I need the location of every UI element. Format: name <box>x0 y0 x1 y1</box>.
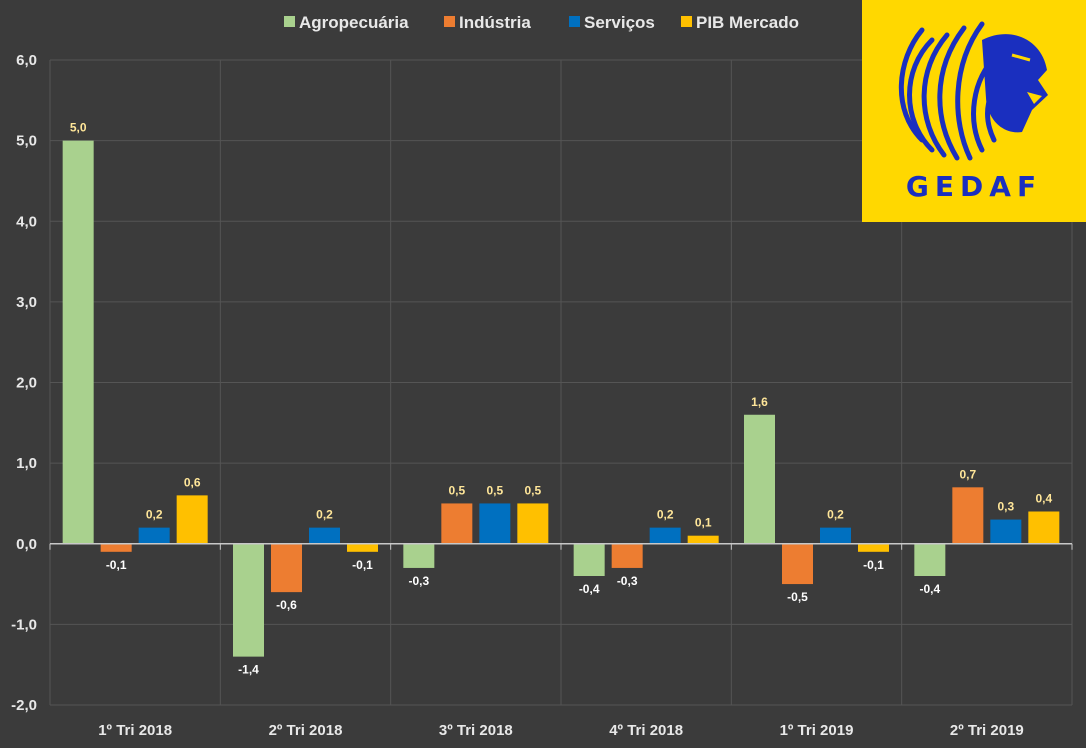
x-tick-label: 1º Tri 2019 <box>780 722 854 739</box>
x-tick-label: 3º Tri 2018 <box>439 722 513 739</box>
data-label: 0,4 <box>1035 492 1052 506</box>
x-tick-label: 4º Tri 2018 <box>609 722 683 739</box>
data-label: 0,1 <box>695 516 712 530</box>
data-label: -1,4 <box>238 663 259 677</box>
legend-swatch <box>444 16 455 27</box>
bar <box>858 543 889 552</box>
data-label: 0,5 <box>448 483 465 497</box>
data-label: 1,6 <box>751 395 768 409</box>
data-label: -0,5 <box>787 590 808 604</box>
data-label: 0,5 <box>486 483 503 497</box>
bar <box>233 543 264 657</box>
legend-swatch <box>569 16 580 27</box>
x-tick-label: 1º Tri 2018 <box>98 722 172 739</box>
data-label: -0,3 <box>617 574 638 588</box>
data-label: 0,2 <box>657 508 674 522</box>
bar <box>687 535 719 544</box>
y-tick-label: 3,0 <box>16 294 37 311</box>
bar <box>517 503 549 544</box>
y-tick-label: -2,0 <box>11 697 37 714</box>
data-label: -0,1 <box>106 558 127 572</box>
bar <box>403 543 435 568</box>
data-label: -0,6 <box>276 598 297 612</box>
bar <box>479 503 511 544</box>
bar <box>820 527 851 544</box>
bar <box>62 140 94 544</box>
legend-label: Serviços <box>584 13 655 32</box>
bar <box>441 503 473 544</box>
x-tick-label: 2º Tri 2019 <box>950 722 1024 739</box>
bar <box>990 519 1022 544</box>
bar <box>271 543 302 593</box>
bar <box>176 495 208 544</box>
data-label: 0,7 <box>959 467 976 481</box>
y-tick-label: 5,0 <box>16 133 37 150</box>
data-label: -0,4 <box>919 582 940 596</box>
y-tick-label: 4,0 <box>16 213 37 230</box>
data-label: 0,2 <box>827 508 844 522</box>
legend-swatch <box>284 16 295 27</box>
y-tick-label: 2,0 <box>16 375 37 392</box>
x-tick-label: 2º Tri 2018 <box>269 722 343 739</box>
bar <box>952 487 984 544</box>
data-label: 0,2 <box>146 508 163 522</box>
data-label: 0,6 <box>184 475 201 489</box>
legend-swatch <box>681 16 692 27</box>
legend-label: Agropecuária <box>299 13 409 32</box>
bar <box>649 527 681 544</box>
data-label: 0,3 <box>997 500 1014 514</box>
bar <box>914 543 946 576</box>
y-tick-label: 1,0 <box>16 455 37 472</box>
y-tick-label: 0,0 <box>16 536 37 553</box>
bar <box>309 527 340 544</box>
bar <box>100 543 132 552</box>
data-label: -0,1 <box>352 558 373 572</box>
legend-label: PIB Mercado <box>696 13 799 32</box>
data-label: 5,0 <box>70 121 87 135</box>
gedaf-logo: GEDAF <box>862 0 1086 222</box>
bar <box>347 543 378 552</box>
data-label: -0,1 <box>863 558 884 572</box>
data-label: 0,2 <box>316 508 333 522</box>
data-label: -0,4 <box>579 582 600 596</box>
bar <box>744 414 775 544</box>
data-label: 0,5 <box>524 483 541 497</box>
y-tick-label: -1,0 <box>11 616 37 633</box>
logo-text: GEDAF <box>905 170 1043 203</box>
bar <box>573 543 605 576</box>
bar <box>782 543 813 585</box>
data-label: -0,3 <box>408 574 429 588</box>
legend-label: Indústria <box>459 13 531 32</box>
lion-head-icon <box>898 21 1048 161</box>
bar <box>138 527 170 544</box>
bar <box>1028 511 1060 544</box>
y-tick-label: 6,0 <box>16 52 37 69</box>
bar <box>611 543 643 568</box>
